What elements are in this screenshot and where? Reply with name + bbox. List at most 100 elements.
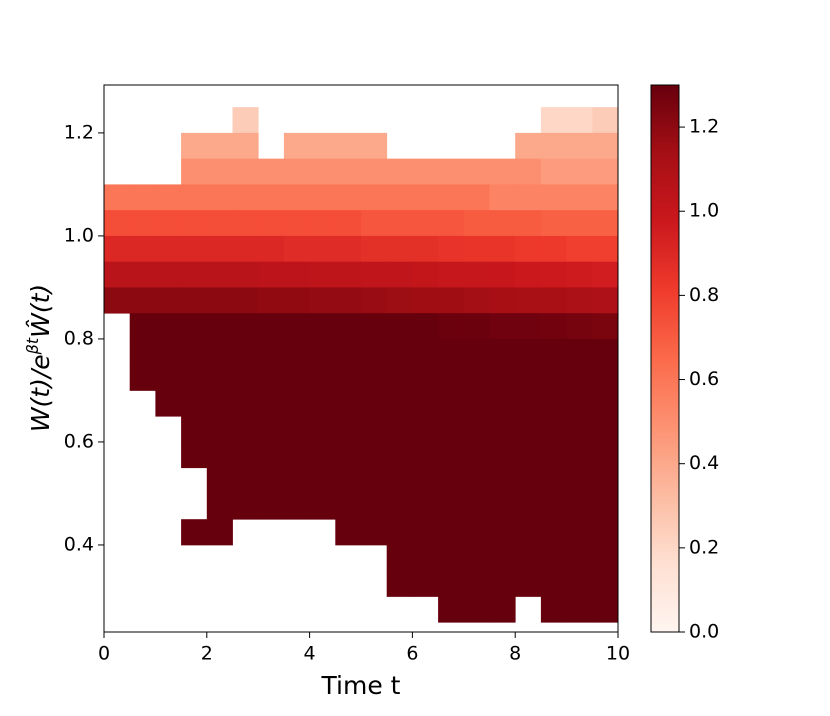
- heat-cell: [592, 364, 619, 391]
- heat-cell: [515, 184, 542, 211]
- heat-cell: [566, 338, 593, 366]
- heat-cell: [515, 132, 542, 160]
- heat-cell: [515, 519, 542, 546]
- heat-cell: [155, 338, 182, 366]
- heat-cell: [540, 235, 567, 263]
- heat-cell: [540, 158, 567, 185]
- heat-cell: [489, 184, 516, 211]
- heat-cell: [489, 390, 516, 417]
- y-axis-label: W(t)/eβtŴ(t): [23, 284, 56, 432]
- y-tick-label: 0.8: [64, 327, 94, 349]
- heat-cell: [566, 390, 593, 417]
- heat-cell: [309, 416, 336, 443]
- heat-cell: [592, 132, 619, 160]
- heat-cell: [463, 467, 490, 494]
- heat-cell: [232, 210, 259, 237]
- x-tick-label: 8: [509, 643, 521, 665]
- heat-cell: [129, 184, 156, 211]
- heat-cell: [592, 441, 619, 469]
- heat-cell: [566, 184, 593, 211]
- heat-cell: [412, 184, 439, 211]
- y-tick-label: 1.0: [64, 224, 94, 246]
- heat-cell: [283, 390, 310, 417]
- heat-cell: [258, 416, 285, 443]
- y-tick-label: 1.2: [64, 121, 94, 143]
- heat-cell: [335, 132, 362, 160]
- heat-cell: [206, 519, 233, 546]
- heat-cell: [438, 184, 465, 211]
- heat-cell: [463, 493, 490, 520]
- heat-cell: [489, 544, 516, 572]
- heat-cell: [335, 313, 362, 340]
- heat-cell: [540, 287, 567, 314]
- heat-cell: [283, 184, 310, 211]
- x-tick-label: 4: [304, 643, 316, 665]
- heat-cell: [463, 544, 490, 572]
- heat-cell: [309, 184, 336, 211]
- heat-cell: [361, 261, 388, 288]
- heat-cell: [361, 493, 388, 520]
- heat-cell: [540, 570, 567, 597]
- heat-cell: [386, 570, 413, 597]
- heat-cell: [489, 467, 516, 494]
- heat-cell: [335, 158, 362, 185]
- heat-cell: [540, 441, 567, 469]
- heat-cell: [489, 210, 516, 237]
- heat-cell: [232, 184, 259, 211]
- heat-cell: [361, 313, 388, 340]
- heat-cell: [412, 261, 439, 288]
- heat-cell: [463, 287, 490, 314]
- heat-cell: [155, 235, 182, 263]
- heat-cell: [361, 338, 388, 366]
- heat-cell: [592, 467, 619, 494]
- heat-cell: [386, 416, 413, 443]
- heat-cell: [540, 313, 567, 340]
- heat-cell: [155, 287, 182, 314]
- heat-cell: [540, 519, 567, 546]
- heat-cell: [232, 107, 259, 134]
- heat-cell: [540, 467, 567, 494]
- heat-cell: [386, 184, 413, 211]
- heat-cell: [181, 313, 208, 340]
- heat-cell: [283, 261, 310, 288]
- heat-cell: [181, 338, 208, 366]
- heat-cell: [412, 313, 439, 340]
- y-label-rest: Ŵ(t): [25, 284, 55, 338]
- heat-cell: [206, 235, 233, 263]
- heat-cell: [463, 364, 490, 391]
- heat-cell: [592, 519, 619, 546]
- heat-cell: [361, 390, 388, 417]
- heat-cell: [515, 235, 542, 263]
- heat-cell: [104, 184, 131, 211]
- heat-cell: [412, 235, 439, 263]
- plot-frame: [103, 84, 619, 633]
- heat-cell: [258, 287, 285, 314]
- heat-cell: [283, 364, 310, 391]
- heat-cell: [258, 441, 285, 469]
- heat-cell: [206, 493, 233, 520]
- heat-cell: [386, 441, 413, 469]
- heat-cell: [386, 235, 413, 263]
- heat-cell: [181, 364, 208, 391]
- heat-cell: [540, 544, 567, 572]
- heat-cell: [592, 184, 619, 211]
- heat-cell: [386, 210, 413, 237]
- heat-cell: [412, 467, 439, 494]
- heat-cell: [592, 107, 619, 134]
- heat-cell: [181, 519, 208, 546]
- heat-cell: [463, 596, 490, 623]
- heat-cell: [335, 210, 362, 237]
- heat-cell: [438, 544, 465, 572]
- heat-cell: [206, 313, 233, 340]
- x-tick-label: 2: [201, 643, 213, 665]
- heat-cell: [515, 416, 542, 443]
- heat-cell: [540, 416, 567, 443]
- heat-cell: [232, 158, 259, 185]
- heat-cell: [181, 132, 208, 160]
- heat-cell: [283, 287, 310, 314]
- heat-cell: [386, 313, 413, 340]
- heat-cell: [386, 467, 413, 494]
- heat-cell: [566, 287, 593, 314]
- heat-cell: [566, 467, 593, 494]
